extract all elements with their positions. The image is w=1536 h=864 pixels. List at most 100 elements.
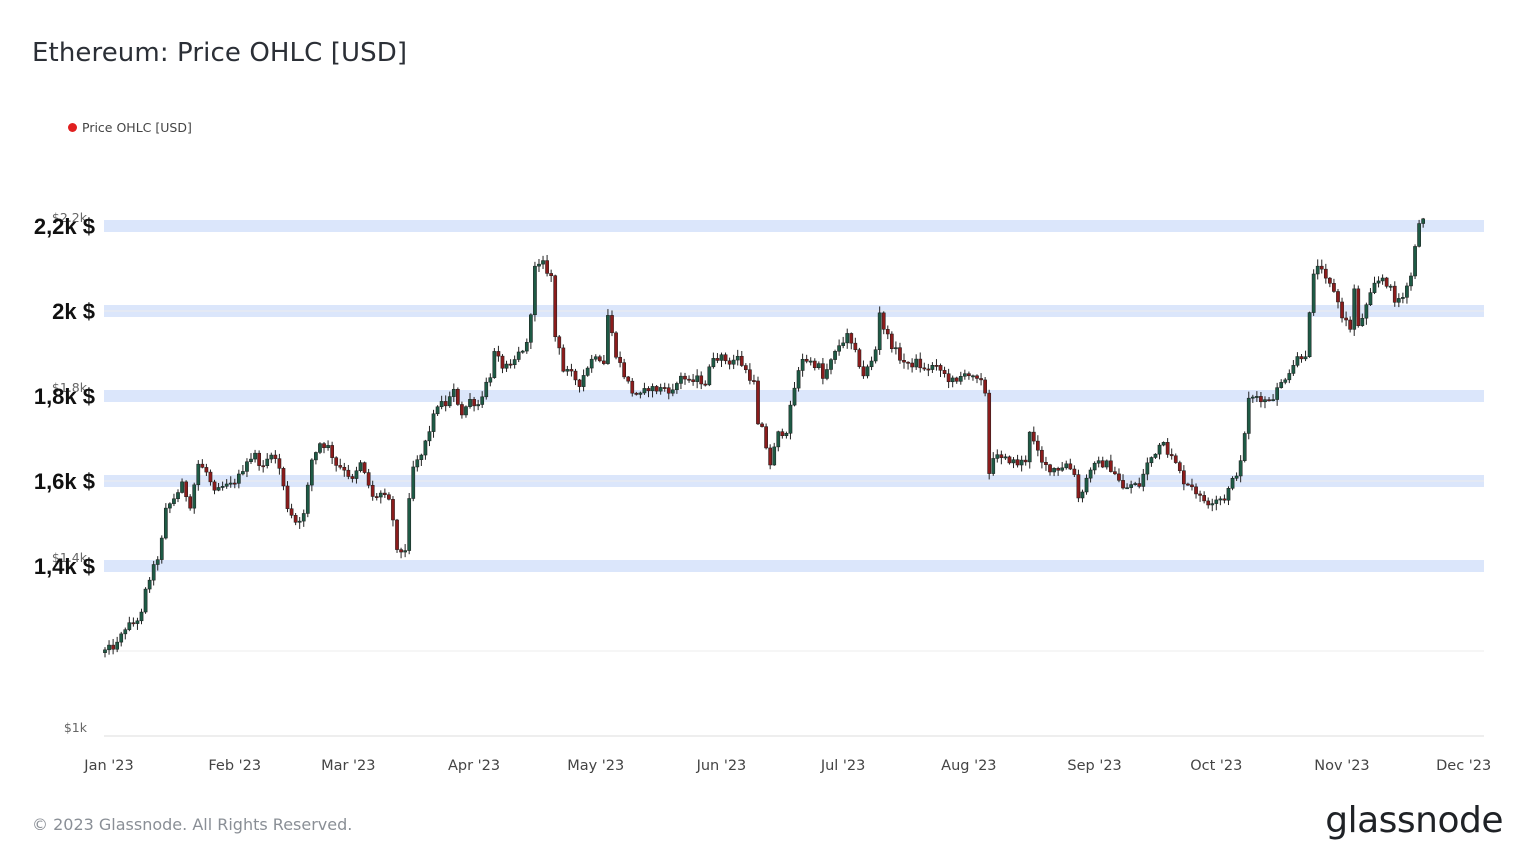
- candle-body: [549, 273, 553, 276]
- candle-body: [727, 360, 732, 365]
- candle-body: [1088, 469, 1093, 479]
- candle-body: [1356, 288, 1361, 326]
- candle-body: [1198, 493, 1202, 496]
- chart-title: Ethereum: Price OHLC [USD]: [32, 38, 408, 68]
- candle-body: [1015, 459, 1020, 466]
- candle-body: [196, 463, 201, 486]
- candle-body: [318, 443, 322, 453]
- candle-body: [679, 375, 683, 384]
- candle-body: [1392, 285, 1397, 303]
- candle-body: [954, 377, 959, 382]
- candle-body: [1157, 444, 1162, 455]
- candle-body: [707, 366, 712, 386]
- candle-body: [967, 373, 971, 377]
- candle-body: [902, 360, 906, 363]
- candle-body: [1332, 283, 1336, 292]
- candle-body: [1125, 487, 1129, 490]
- candle-body: [918, 358, 923, 369]
- candle-body: [322, 443, 326, 449]
- candle-body: [456, 388, 460, 405]
- candle-body: [926, 368, 931, 371]
- candle-body: [460, 404, 464, 416]
- candle-body: [1007, 456, 1012, 464]
- candle-body: [228, 482, 233, 485]
- candle-body: [1092, 462, 1097, 471]
- candle-body: [1267, 399, 1271, 402]
- x-tick-label: Jul '23: [820, 758, 866, 774]
- candle-body: [305, 484, 310, 514]
- candle-body: [1311, 273, 1316, 313]
- candle-body: [950, 377, 955, 383]
- candle-body: [1283, 379, 1288, 383]
- candle-body: [1036, 440, 1040, 451]
- candle-body: [297, 520, 302, 523]
- x-tick-label: Feb '23: [208, 758, 261, 774]
- candle-body: [922, 367, 927, 370]
- candle-body: [1169, 454, 1174, 457]
- candle-body: [829, 359, 833, 370]
- candle-body: [362, 462, 367, 473]
- candle-body: [107, 644, 111, 651]
- candle-body: [220, 486, 225, 488]
- candle-body: [1109, 460, 1113, 472]
- candle-body: [841, 342, 846, 346]
- legend-label: Price OHLC [USD]: [82, 120, 192, 135]
- candle-body: [354, 470, 359, 479]
- candle-body: [180, 481, 184, 493]
- candle-body: [1194, 486, 1198, 495]
- candle-body: [281, 468, 286, 487]
- level-label: 2,2k $: [34, 214, 95, 239]
- glassnode-logo[interactable]: glassnode: [1325, 800, 1503, 841]
- candlesticks: [103, 217, 1426, 658]
- candle-body: [1104, 460, 1109, 468]
- level-label: 2k $: [52, 299, 95, 324]
- candle-body: [257, 452, 261, 466]
- candle-body: [938, 365, 943, 371]
- candle-body: [987, 392, 992, 474]
- candle-body: [1044, 461, 1048, 465]
- candle-body: [200, 463, 205, 468]
- candle-body: [573, 370, 578, 381]
- candle-body: [719, 354, 724, 361]
- candle-body: [395, 519, 399, 550]
- candle-body: [277, 458, 282, 469]
- candle-body: [1421, 218, 1426, 224]
- candle-body: [670, 389, 675, 394]
- candle-body: [630, 380, 635, 394]
- candle-body: [1384, 277, 1389, 287]
- candle-body: [800, 358, 805, 371]
- candle-body: [1344, 317, 1348, 321]
- candle-body: [561, 347, 566, 372]
- candle-body: [391, 499, 395, 521]
- candle-body: [1376, 280, 1381, 284]
- candle-body: [265, 458, 270, 467]
- candle-body: [1360, 317, 1365, 326]
- candle-body: [1121, 480, 1125, 489]
- candle-body: [472, 399, 476, 407]
- candle-body: [273, 454, 278, 459]
- candle-body: [245, 461, 249, 472]
- candle-body: [155, 559, 160, 565]
- level-label: 1,6k $: [34, 469, 95, 494]
- legend[interactable]: Price OHLC [USD]: [68, 120, 192, 135]
- candle-body: [1336, 291, 1340, 303]
- candle-body: [172, 498, 176, 504]
- x-axis: Jan '23 Feb '23 Mar '23 Apr '23 May '23 Jun '…: [83, 758, 1491, 774]
- level-label: 1,8k $: [34, 384, 95, 409]
- candle-body: [934, 365, 939, 367]
- candle-body: [447, 396, 452, 407]
- candle-body: [147, 579, 152, 590]
- candle-body: [735, 355, 740, 361]
- x-tick-label: Jun '23: [696, 758, 747, 774]
- candle-body: [1315, 265, 1320, 275]
- candle-body: [334, 457, 339, 466]
- candle-body: [610, 315, 614, 334]
- candle-body: [1328, 277, 1332, 284]
- candle-body: [877, 312, 882, 350]
- candle-body: [833, 351, 837, 360]
- candle-body: [857, 349, 862, 367]
- candle-body: [1255, 396, 1259, 398]
- candle-body: [1056, 468, 1060, 471]
- candle-body: [691, 379, 695, 382]
